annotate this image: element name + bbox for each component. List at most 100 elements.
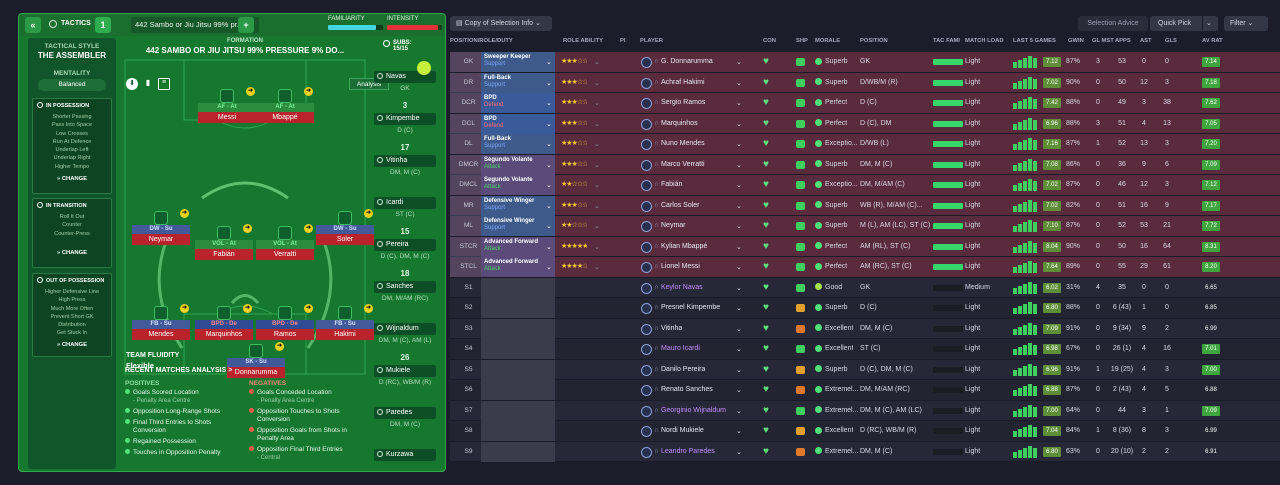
pitch-player-card[interactable]: ➜ AF - At Mbappé [256, 87, 314, 129]
pitch-player-card[interactable]: ➜ BPD - De Ramos [256, 304, 314, 346]
pitch-player-card[interactable]: ➜ FB - Su Mendes [132, 304, 190, 346]
column-header[interactable]: APPS [1115, 38, 1131, 44]
column-header[interactable]: POSITION [860, 38, 888, 44]
chevron-down-icon[interactable]: ⌄ [594, 59, 600, 66]
pitch-player-card[interactable]: ➜ FB - Su Hakimi [316, 304, 374, 346]
bench-player[interactable]: 3 Kimpembe D (C) [370, 101, 440, 141]
back-button[interactable]: « [25, 17, 41, 33]
chevron-down-icon[interactable]: ⌄ [594, 120, 600, 128]
chevron-down-icon[interactable]: ⌄ [736, 182, 742, 189]
pitch-player-card[interactable]: ➜ VOL - At Verratti [256, 224, 314, 266]
player-name[interactable]: Renato Sanches [661, 386, 713, 393]
column-header[interactable]: POSITION/ROLE/DUTY [450, 38, 513, 44]
chevron-down-icon[interactable]: ⌄ [736, 243, 742, 251]
chevron-down-icon[interactable]: ⌄ [546, 59, 552, 66]
chevron-down-icon[interactable]: ⌄ [594, 202, 600, 210]
pitch-player-card[interactable]: ➜ DW - Su Soler [316, 209, 374, 251]
table-row[interactable]: DMCR Segundo Volante Attack ⌄ ★★★☆☆ ⌄ ∩ … [450, 154, 1280, 175]
tactic-slot-button[interactable]: 1 [95, 17, 111, 33]
filter-button[interactable]: Filter ⌄ [1224, 16, 1268, 31]
bench-player[interactable]: 17 Vitinha DM, M (C) [370, 143, 440, 183]
player-name[interactable]: Danilo Pereira [661, 365, 706, 373]
bench-player[interactable]: Icardi ST (C) [370, 185, 440, 225]
table-row[interactable]: STCL Advanced Forward Attack ⌄ ★★★★☆ ⌄ ∩… [450, 257, 1280, 278]
tactic-select[interactable]: 442 Sambo or Jiu Jitsu 99% pr... [131, 17, 259, 33]
role-cell[interactable]: Full-Back Support [481, 72, 555, 93]
player-name[interactable]: Kylian Mbappé [661, 242, 708, 250]
chevron-down-icon[interactable]: ⌄ [736, 79, 742, 87]
chevron-down-icon[interactable]: ⌄ [594, 223, 600, 230]
in-transition-change-button[interactable]: » CHANGE [57, 249, 87, 256]
player-name[interactable]: Marco Verratti [661, 160, 705, 168]
table-row[interactable]: DMCL Segundo Volante Attack ⌄ ★★☆☆☆ ⌄ ∩ … [450, 175, 1280, 196]
column-header[interactable]: SHP [796, 38, 808, 44]
bench-player[interactable]: Kurzawa [370, 437, 440, 471]
table-row[interactable]: GK Sweeper Keeper Support ⌄ ★★★☆☆ ⌄ ∩ G.… [450, 52, 1280, 73]
recent-analysis-title[interactable]: RECENT MATCHES ANALYSIS > [125, 367, 233, 374]
table-row[interactable]: S1 ∩ Keylor Navas ⌄ ♥ Good GK Medium 6.0… [450, 277, 1280, 298]
chevron-down-icon[interactable]: ⌄ [594, 100, 600, 107]
chevron-down-icon[interactable]: ⌄ [594, 141, 600, 148]
chevron-down-icon[interactable]: ⌄ [736, 407, 742, 415]
table-row[interactable]: S3 ∩ Vitinha ⌄ ♥ Excellent DM, M (C) Lig… [450, 318, 1280, 339]
player-name[interactable]: Georginio Wijnaldum [661, 406, 726, 414]
player-name[interactable]: Sergio Ramos [661, 99, 706, 106]
player-name[interactable]: Lionel Messi [661, 263, 700, 270]
table-row[interactable]: MR Defensive Winger Support ⌄ ★★★☆☆ ⌄ ∩ … [450, 195, 1280, 216]
column-header[interactable]: CON [763, 38, 776, 44]
chevron-down-icon[interactable]: ⌄ [546, 79, 552, 87]
role-cell[interactable]: Defensive Winger Support [481, 216, 555, 236]
pitch-player-card[interactable]: ➜ SK - Su Donnarumma [227, 342, 285, 384]
table-row[interactable]: ML Defensive Winger Support ⌄ ★★☆☆☆ ⌄ ∩ … [450, 216, 1280, 237]
table-row[interactable]: S9 ∩ Leandro Paredes ⌄ ♥ Extremel... DM,… [450, 441, 1280, 462]
chevron-down-icon[interactable]: ⌄ [546, 264, 552, 271]
chevron-down-icon[interactable]: ⌄ [736, 120, 742, 128]
column-header[interactable]: PI [620, 38, 626, 44]
bench-player[interactable]: 26 Mukiele D (RC), WB/M (R) [370, 353, 440, 393]
chevron-down-icon[interactable]: ⌄ [546, 182, 552, 189]
player-name[interactable]: Neymar [661, 222, 686, 229]
column-header[interactable]: MATCH LOAD [965, 38, 1004, 44]
column-header[interactable]: GLS [1165, 38, 1177, 44]
column-header[interactable]: LAST 5 GAMES [1013, 38, 1056, 44]
quick-pick-button[interactable]: Quick Pick ⌄ [1150, 16, 1218, 31]
bench-player[interactable]: 18 Sanches DM, M/AM (RC) [370, 269, 440, 309]
column-header[interactable]: GWIN [1068, 38, 1084, 44]
player-name[interactable]: Achraf Hakimi [661, 78, 705, 86]
role-cell[interactable]: Segundo Volante Attack [481, 154, 555, 175]
player-name[interactable]: Nordi Mukiele [661, 427, 704, 434]
player-name[interactable]: Marquinhos [661, 119, 698, 127]
bench-player[interactable]: 15 Pereira D (C), DM, M (C) [370, 227, 440, 267]
chevron-down-icon[interactable]: ⌄ [736, 161, 742, 169]
column-header[interactable]: AV RAT [1202, 38, 1223, 44]
table-row[interactable]: DCL BPD Defend ⌄ ★★★☆☆ ⌄ ∩ Marquinhos ⌄ … [450, 113, 1280, 134]
chevron-down-icon[interactable]: ⌄ [736, 387, 742, 394]
player-name[interactable]: Keylor Navas [661, 283, 703, 291]
bench-player[interactable]: Wijnaldum DM, M (C), AM (L) [370, 311, 440, 351]
column-header[interactable]: PLAYER [640, 38, 663, 44]
role-cell[interactable]: BPD Defend [481, 113, 555, 134]
add-tactic-button[interactable]: + [238, 17, 254, 33]
chevron-down-icon[interactable]: ⌄ [594, 161, 600, 169]
pitch-player-card[interactable]: ➜ AF - At Messi [198, 87, 256, 129]
chevron-down-icon[interactable]: ⌄ [736, 284, 742, 292]
chevron-down-icon[interactable]: ⌄ [736, 264, 742, 271]
chevron-down-icon[interactable]: ⌄ [546, 141, 552, 148]
chevron-down-icon[interactable]: ⌄ [736, 448, 742, 456]
in-possession-change-button[interactable]: » CHANGE [57, 176, 87, 183]
table-row[interactable]: DR Full-Back Support ⌄ ★★★☆☆ ⌄ ∩ Achraf … [450, 72, 1280, 93]
chevron-down-icon[interactable]: ⌄ [594, 243, 600, 251]
chevron-down-icon[interactable]: ⌄ [736, 325, 742, 333]
out-of-possession-change-button[interactable]: » CHANGE [57, 341, 87, 348]
chevron-down-icon[interactable]: ⌄ [546, 202, 552, 210]
table-row[interactable]: S5 ∩ Danilo Pereira ⌄ ♥ Superb D (C), DM… [450, 359, 1280, 380]
chevron-down-icon[interactable]: ⌄ [736, 366, 742, 374]
bench-player[interactable]: Paredes DM, M (C) [370, 395, 440, 435]
chevron-down-icon[interactable]: ⌄ [736, 428, 742, 435]
chevron-down-icon[interactable]: ⌄ [594, 182, 600, 189]
role-cell[interactable]: BPD Defend [481, 93, 555, 113]
pitch-player-card[interactable]: ➜ DW - Su Neymar [132, 209, 190, 251]
table-row[interactable]: S4 ∩ Mauro Icardi ⌄ ♥ Excellent ST (C) L… [450, 339, 1280, 360]
tactical-style-value[interactable]: THE ASSEMBLER [37, 51, 107, 60]
chevron-down-icon[interactable]: ⌄ [546, 243, 552, 251]
